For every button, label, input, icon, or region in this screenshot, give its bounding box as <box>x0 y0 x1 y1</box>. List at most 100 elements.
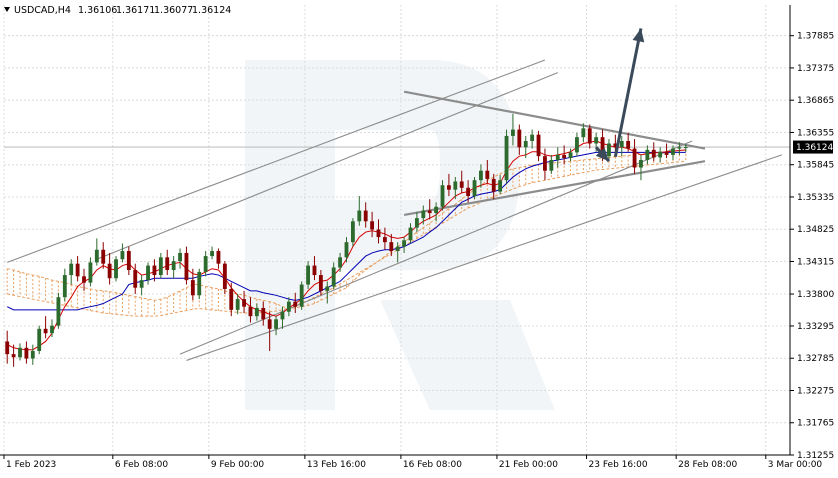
dropdown-triangle-icon[interactable] <box>4 7 10 12</box>
candle <box>645 145 650 165</box>
candle-body <box>414 218 419 228</box>
candle-body <box>306 265 310 285</box>
candle <box>101 242 106 269</box>
candle <box>331 262 336 289</box>
candle <box>88 257 93 287</box>
channel-upper-inner <box>7 59 546 263</box>
symbol-label: USDCAD,H4 <box>14 5 71 16</box>
candle <box>677 142 682 155</box>
candle <box>5 330 10 364</box>
candle-body <box>235 299 240 310</box>
candle-body <box>197 271 202 296</box>
y-tick-label: 1.37375 <box>797 64 834 74</box>
candle-body <box>671 148 675 155</box>
candle <box>344 237 349 263</box>
candle-body <box>639 159 643 168</box>
candle <box>120 243 125 263</box>
y-tick-label: 1.34825 <box>797 225 834 235</box>
candle <box>619 135 624 157</box>
candle <box>664 143 669 159</box>
candle-body <box>11 354 16 358</box>
candle-body <box>575 137 579 153</box>
candle <box>30 344 35 365</box>
time-axis: 1 Feb 2023 6 Feb 08:00 9 Feb 00:00 13 Feb 1… <box>3 455 823 470</box>
y-tick-label: 1.33295 <box>797 322 834 332</box>
candle <box>222 261 227 295</box>
candle <box>261 301 266 326</box>
candle <box>306 261 310 289</box>
candle <box>639 154 643 181</box>
candle-body <box>395 246 400 252</box>
trendlines <box>7 59 782 361</box>
candle <box>158 252 163 279</box>
triangle-lower <box>403 160 706 217</box>
candle-body <box>139 280 144 288</box>
y-tick-label: 1.31255 <box>797 451 834 461</box>
current-price-label: 1.36124 <box>796 143 833 153</box>
candle <box>440 180 445 211</box>
candle-body <box>382 237 387 243</box>
candle-body <box>158 257 163 276</box>
close-value: 1.36124 <box>192 5 231 16</box>
candle-body <box>274 319 278 329</box>
candle-body <box>357 210 362 222</box>
candle-body <box>485 170 490 179</box>
candle <box>446 173 451 197</box>
candle <box>184 246 189 285</box>
candle-body <box>600 137 605 157</box>
candle-body <box>152 265 157 276</box>
candle-body <box>229 288 234 310</box>
y-tick-label: 1.34315 <box>797 257 834 267</box>
candle-body <box>88 262 93 283</box>
candle-body <box>107 263 112 279</box>
grid <box>3 5 790 456</box>
candle-body <box>133 270 138 288</box>
candle-body <box>30 350 35 359</box>
candle <box>171 256 176 279</box>
x-tick-label: 21 Feb 00:00 <box>499 460 558 470</box>
candle <box>658 147 663 163</box>
price-axis: 1.37885 1.37375 1.36865 1.36355 1.35845 1.353… <box>790 32 834 461</box>
candle <box>472 177 477 200</box>
candle-body <box>511 129 515 136</box>
candle-body <box>299 284 304 307</box>
candle <box>216 248 221 269</box>
y-tick-label: 1.37885 <box>797 32 834 42</box>
candle-body <box>658 151 663 158</box>
y-tick-label: 1.33800 <box>797 290 834 300</box>
candle-body <box>446 185 451 190</box>
candle <box>575 132 579 157</box>
x-tick-label: 6 Feb 08:00 <box>115 460 169 470</box>
candle-body <box>440 185 445 207</box>
high-value: 1.36171 <box>116 5 155 16</box>
candle <box>146 262 150 285</box>
candle <box>543 148 547 181</box>
candle <box>536 130 541 162</box>
candle <box>434 202 439 222</box>
candle <box>376 219 381 244</box>
candle <box>82 268 86 291</box>
candle-body <box>498 180 503 192</box>
candle-body <box>293 301 298 307</box>
candle <box>491 173 496 200</box>
candle-body <box>286 301 291 312</box>
channel-lower-outer <box>186 154 782 361</box>
candle-body <box>126 251 131 271</box>
arrow-head-icon <box>632 28 645 43</box>
candle-body <box>581 128 586 138</box>
y-tick-label: 1.35845 <box>797 161 834 171</box>
candle <box>203 251 208 277</box>
open-value: 1.36106 <box>78 5 117 16</box>
candle-body <box>18 347 22 358</box>
x-tick-label: 3 Mar 00:00 <box>768 460 823 470</box>
candle-body <box>350 221 355 243</box>
candle <box>613 134 618 152</box>
candle-body <box>43 328 48 334</box>
candle <box>671 145 675 160</box>
candle-body <box>171 261 176 271</box>
candle-body <box>82 276 86 283</box>
candle-body <box>363 210 368 222</box>
candle <box>485 159 490 184</box>
